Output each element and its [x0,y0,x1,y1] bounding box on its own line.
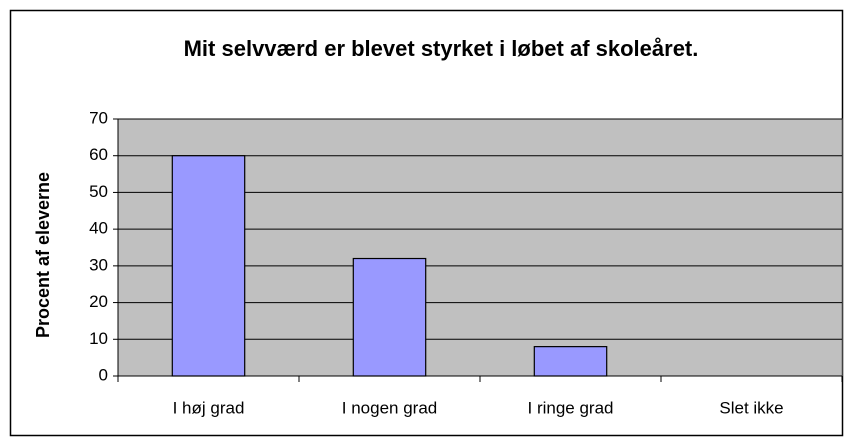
y-tick-label: 50 [89,182,108,201]
x-tick-label: I nogen grad [342,398,437,417]
y-tick-label: 70 [89,108,108,127]
bar [171,155,246,377]
y-tick-label: 0 [99,365,108,384]
chart-title: Mit selvværd er blevet styrket i løbet a… [184,36,699,61]
y-tick-label: 30 [89,255,108,274]
y-axis-label: Procent af eleverne [33,172,53,338]
y-tick-label: 10 [89,329,108,348]
y-tick-label: 60 [89,145,108,164]
bar [533,346,608,377]
x-tick-label: I ringe grad [528,398,614,417]
y-tick-label: 20 [89,292,108,311]
x-tick-label: Slet ikke [719,398,783,417]
bar [352,257,427,377]
x-tick-label: I høj grad [173,398,245,417]
y-tick-label: 40 [89,219,108,238]
